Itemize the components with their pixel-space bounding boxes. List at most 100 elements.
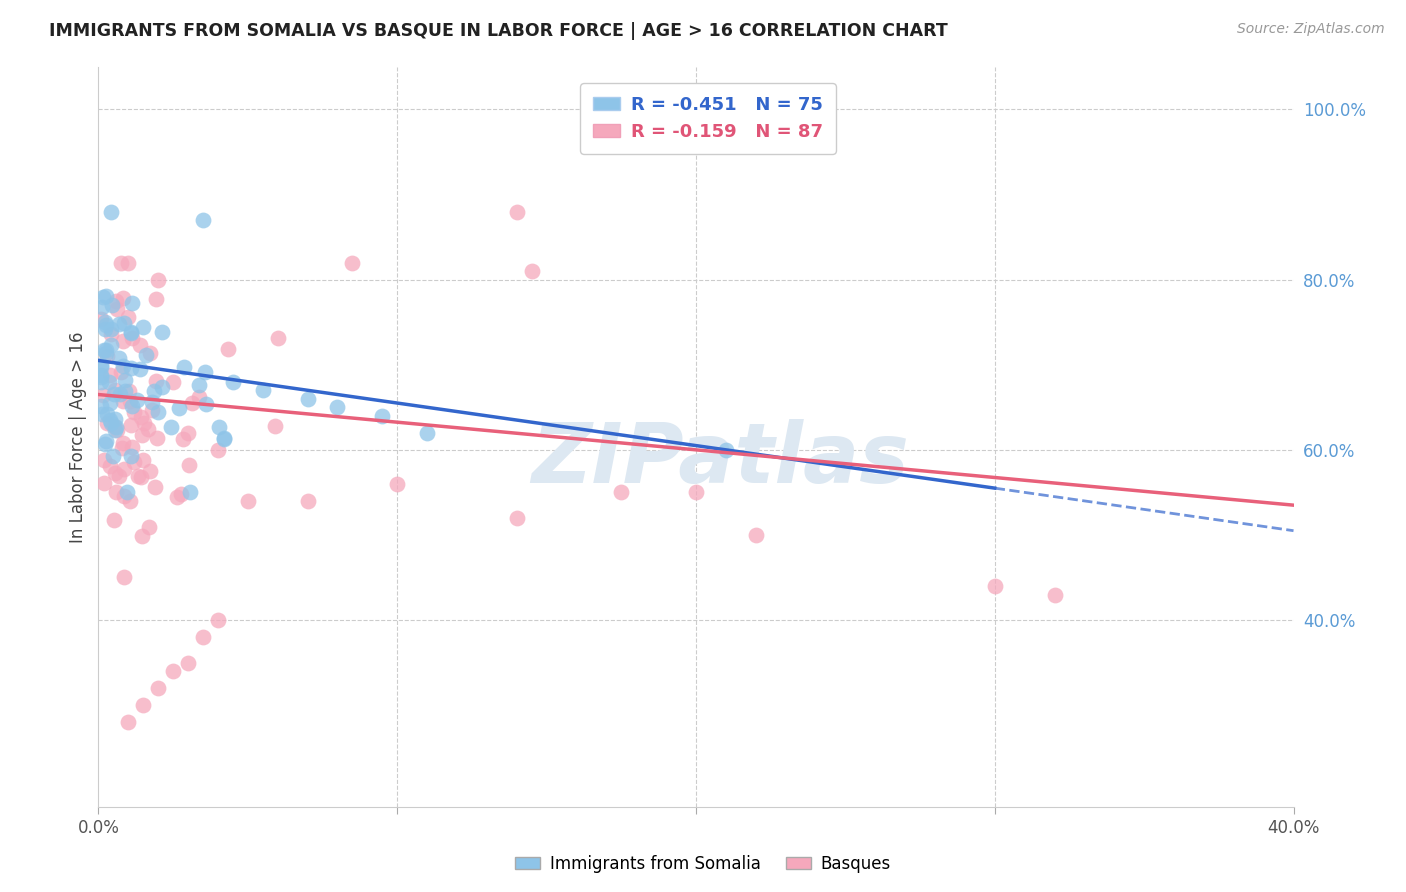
Point [100,417,122,431]
Point [93,476,115,491]
Point [98,368,121,382]
Point [90,407,112,421]
Point [117,255,139,269]
Point [326,401,349,415]
Point [112,570,135,584]
Point [342,255,364,269]
Point [93,343,115,357]
Point [129,470,152,484]
Point [207,613,229,627]
Point [90,311,112,326]
Legend: R = -0.451   N = 75, R = -0.159   N = 87: R = -0.451 N = 75, R = -0.159 N = 87 [581,83,835,153]
Point [127,393,149,408]
Point [120,417,142,432]
Point [100,322,122,336]
Text: Source: ZipAtlas.com: Source: ZipAtlas.com [1237,22,1385,37]
Point [94,345,117,359]
Point [120,449,142,463]
Point [173,360,195,375]
Point [148,273,170,287]
Point [104,411,127,425]
Point [111,291,134,305]
Point [188,377,211,392]
Point [122,405,145,419]
Point [90,368,112,383]
Point [195,397,218,411]
Point [159,420,181,434]
Point [90,400,112,414]
Point [124,455,146,469]
Point [117,715,139,730]
Point [112,316,135,330]
Point [1043,587,1066,601]
Point [107,317,129,331]
Point [191,213,214,227]
Point [101,449,124,463]
Point [112,461,135,475]
Point [114,373,136,387]
Point [91,387,114,401]
Point [138,520,160,534]
Point [120,326,142,340]
Point [118,384,141,398]
Point [120,326,142,341]
Point [94,437,117,451]
Point [108,351,131,365]
Point [128,338,150,352]
Point [100,204,122,219]
Point [180,396,202,410]
Point [984,579,1007,593]
Point [745,528,768,542]
Point [132,453,155,467]
Point [120,494,142,508]
Point [91,290,114,304]
Point [104,293,127,308]
Point [91,300,114,314]
Point [128,362,150,376]
Point [110,387,132,401]
Point [212,432,235,446]
Point [96,289,118,303]
Point [191,630,214,644]
Point [212,433,235,447]
Point [139,345,162,359]
Point [121,296,143,310]
Point [94,343,117,358]
Point [111,359,134,374]
Point [104,383,127,397]
Point [162,375,184,389]
Point [132,416,155,430]
Point [90,369,112,384]
Point [131,529,153,543]
Point [146,431,169,445]
Point [267,331,290,345]
Point [371,409,394,423]
Point [104,423,127,437]
Point [115,485,138,500]
Point [177,656,200,670]
Point [297,494,319,508]
Point [98,413,121,427]
Point [121,400,143,414]
Point [236,494,259,508]
Point [136,422,159,436]
Point [135,348,157,362]
Point [112,435,135,450]
Point [105,302,128,317]
Point [145,374,167,388]
Point [103,418,125,433]
Point [90,375,112,389]
Point [131,320,153,334]
Point [506,204,529,219]
Point [166,490,188,504]
Point [177,425,200,440]
Point [132,698,155,713]
Point [297,392,319,406]
Legend: Immigrants from Somalia, Basques: Immigrants from Somalia, Basques [509,848,897,880]
Point [150,379,173,393]
Point [162,664,184,678]
Point [222,375,245,389]
Point [179,485,201,500]
Point [105,420,128,434]
Point [103,386,125,401]
